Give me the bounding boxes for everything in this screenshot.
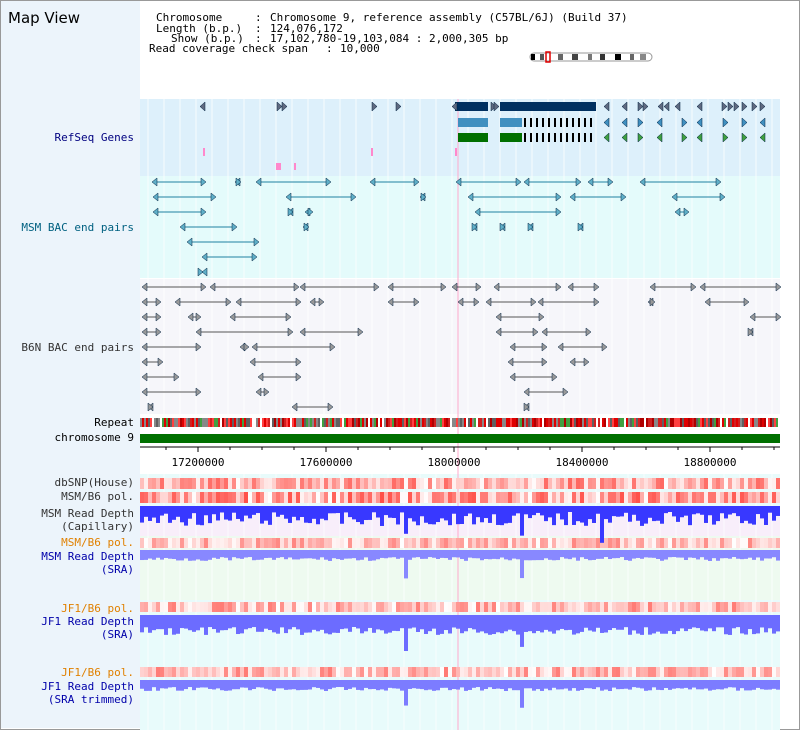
label-jf1-b6-pol-2: JF1/B6 pol. bbox=[61, 666, 134, 679]
track-labels: RefSeq Genes MSM BAC end pairs B6N BAC e… bbox=[21, 131, 134, 706]
repeat-track[interactable] bbox=[140, 418, 780, 427]
polymorphism-tracks[interactable] bbox=[140, 478, 780, 677]
label-jf1-depth-sra-1: JF1 Read Depth bbox=[41, 615, 134, 628]
coverage-key: Read coverage check span bbox=[149, 42, 308, 55]
track-backgrounds bbox=[140, 99, 780, 730]
axis-tick-label: 17600000 bbox=[300, 456, 353, 469]
chromosome-sep: : bbox=[255, 11, 262, 24]
label-chromosome: chromosome 9 bbox=[55, 431, 134, 444]
label-jf1-depth-sra-2: (SRA) bbox=[101, 628, 134, 641]
chromosome-key: Chromosome bbox=[156, 11, 223, 24]
label-msm-depth-cap-1: MSM Read Depth bbox=[41, 507, 134, 520]
b6n-bac-track[interactable] bbox=[141, 282, 782, 412]
axis-tick-label: 18800000 bbox=[684, 456, 737, 469]
axis-ticks: 17200000 17600000 18000000 18400000 18800000 bbox=[165, 447, 775, 469]
axis-tick-label: 17200000 bbox=[172, 456, 225, 469]
read-depth-tracks[interactable] bbox=[140, 506, 780, 708]
label-jf1-b6-pol-1: JF1/B6 pol. bbox=[61, 602, 134, 615]
msm-bac-track[interactable] bbox=[151, 177, 726, 277]
length-key: Length (b.p.) bbox=[156, 22, 243, 35]
coverage-value: 10,000 bbox=[340, 42, 380, 55]
label-refseq-genes: RefSeq Genes bbox=[55, 131, 134, 144]
label-dbsnp: dbSNP(House) bbox=[55, 476, 134, 489]
label-msm-b6-pol-2: MSM/B6 pol. bbox=[61, 536, 134, 549]
label-jf1-depth-trim-2: (SRA trimmed) bbox=[48, 693, 134, 706]
label-msm-bac: MSM BAC end pairs bbox=[21, 221, 134, 234]
length-sep: : bbox=[255, 22, 262, 35]
refseq-genes-track[interactable] bbox=[199, 101, 766, 170]
coverage-sep: : bbox=[326, 42, 333, 55]
label-msm-depth-sra-1: MSM Read Depth bbox=[41, 550, 134, 563]
show-value: 17,102,780-19,103,084 : 2,000,305 bp bbox=[270, 32, 509, 45]
length-value: 124,076,172 bbox=[270, 22, 343, 35]
label-panel bbox=[1, 1, 140, 728]
label-jf1-depth-trim-1: JF1 Read Depth bbox=[41, 680, 134, 693]
label-msm-depth-cap-2: (Capillary) bbox=[61, 520, 134, 533]
chromosome-bar[interactable] bbox=[140, 434, 780, 443]
chromosome-value: Chromosome 9, reference assembly (C57BL/… bbox=[270, 11, 628, 24]
show-sep: : bbox=[255, 32, 262, 45]
chromosome-ideogram[interactable] bbox=[529, 51, 653, 63]
label-msm-depth-sra-2: (SRA) bbox=[101, 563, 134, 576]
label-b6n-bac: B6N BAC end pairs bbox=[21, 341, 134, 354]
page-title: Map View bbox=[8, 9, 81, 27]
label-repeat: Repeat bbox=[94, 416, 134, 429]
axis-tick-label: 18400000 bbox=[556, 456, 609, 469]
label-msm-b6-pol-1: MSM/B6 pol. bbox=[61, 490, 134, 503]
show-key: Show (b.p.) bbox=[171, 32, 244, 45]
axis-tick-label: 18000000 bbox=[428, 456, 481, 469]
